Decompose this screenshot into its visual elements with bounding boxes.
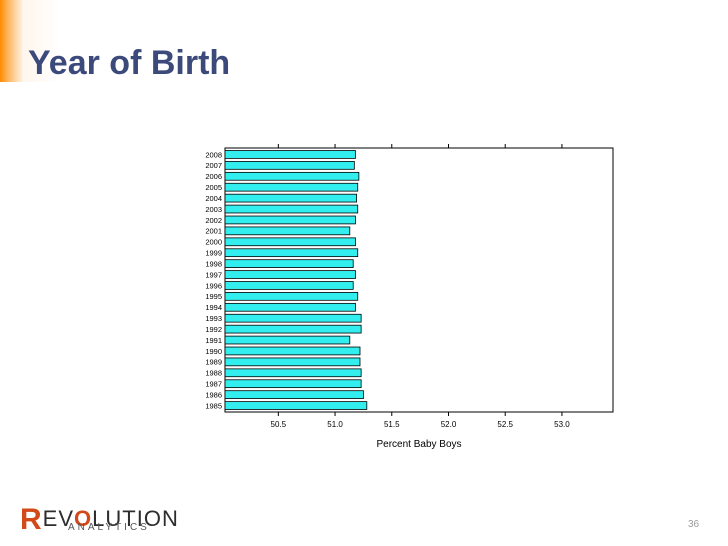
- bar-2000: [224, 237, 356, 247]
- bar-2001: [224, 226, 351, 236]
- bar-2008: [224, 150, 356, 159]
- chart: 2008 2007 2006 2005 2004 2003 2002 2001 2000 1999…: [190, 140, 630, 460]
- bar-2003: [224, 204, 359, 214]
- bar-1996: [224, 281, 354, 290]
- y-tick-label-1999: 1999: [205, 249, 222, 258]
- y-tick-label-2000: 2000: [205, 238, 222, 247]
- y-tick-label-1994: 1994: [205, 303, 222, 312]
- x-tick-label-50.5: 50.5: [271, 420, 287, 429]
- bar-1993: [224, 313, 362, 323]
- bar-1998: [224, 259, 354, 268]
- bar-1988: [224, 368, 362, 378]
- x-tick-label-51.5: 51.5: [384, 420, 400, 429]
- y-tick-label-2003: 2003: [205, 205, 222, 214]
- x-axis-label: Percent Baby Boys: [376, 439, 461, 450]
- y-tick-label-1990: 1990: [205, 347, 222, 356]
- y-tick-label-1997: 1997: [205, 270, 222, 279]
- y-tick-label-1996: 1996: [205, 281, 222, 290]
- bar-1990: [224, 346, 361, 356]
- bar-2002: [224, 215, 356, 225]
- bar-1999: [224, 248, 359, 258]
- y-tick-label-2007: 2007: [205, 161, 222, 170]
- y-tick-label-1986: 1986: [205, 390, 222, 399]
- bar-1987: [224, 379, 362, 389]
- y-tick-label-2008: 2008: [205, 150, 222, 159]
- slide-title: Year of Birth: [28, 44, 231, 82]
- y-tick-label-2004: 2004: [205, 194, 222, 203]
- bar-1994: [224, 302, 356, 312]
- y-tick-label-1985: 1985: [205, 401, 222, 410]
- bar-1986: [224, 390, 364, 399]
- logo-ev: EV: [42, 506, 75, 531]
- y-tick-label-2001: 2001: [205, 227, 222, 236]
- bar-1985: [224, 401, 368, 410]
- x-tick-label-52.5: 52.5: [497, 420, 513, 429]
- bar-2005: [224, 182, 359, 192]
- logo-r: R: [20, 503, 43, 536]
- bar-1992: [224, 324, 362, 334]
- y-tick-label-1987: 1987: [205, 380, 222, 389]
- logo-subtitle: ANALYTICS: [68, 522, 150, 533]
- y-tick-label-1988: 1988: [205, 369, 222, 378]
- x-tick-label-52.0: 52.0: [441, 420, 457, 429]
- accent-fade: [0, 0, 60, 82]
- logo-rest: LUTION: [92, 506, 179, 531]
- y-tick-label-1995: 1995: [205, 292, 222, 301]
- bar-chart-svg: 2008 2007 2006 2005 2004 2003 2002 2001 2000 1999…: [205, 144, 614, 450]
- y-tick-label-1993: 1993: [205, 314, 222, 323]
- bar-2004: [224, 193, 358, 203]
- bar-2007: [224, 161, 355, 170]
- y-tick-label-1992: 1992: [205, 325, 222, 334]
- logo-o: O: [74, 506, 93, 531]
- x-tick-label-51.0: 51.0: [327, 420, 343, 429]
- bar-1997: [224, 270, 356, 279]
- y-tick-label-1998: 1998: [205, 259, 222, 268]
- y-tick-label-2006: 2006: [205, 172, 222, 181]
- revolution-analytics-logo: REVOLUTION ANALYTICS: [20, 500, 178, 540]
- y-tick-label-2005: 2005: [205, 183, 222, 192]
- y-tick-label-1991: 1991: [205, 336, 222, 345]
- bar-1991: [224, 335, 351, 345]
- y-tick-label-1989: 1989: [205, 358, 222, 367]
- bar-2006: [224, 171, 360, 181]
- plot-frame: [224, 147, 614, 413]
- logo-wordmark: REVOLUTION: [20, 500, 179, 536]
- bar-1989: [224, 357, 361, 367]
- bar-1995: [224, 292, 359, 301]
- x-tick-label-53.0: 53.0: [554, 420, 570, 429]
- page-number: 36: [688, 519, 700, 530]
- y-tick-label-2002: 2002: [205, 216, 222, 225]
